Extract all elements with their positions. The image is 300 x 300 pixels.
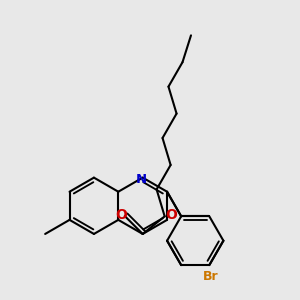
Text: O: O [116,208,127,222]
Text: Br: Br [202,270,218,283]
Text: N: N [136,173,147,186]
Text: O: O [165,208,177,222]
